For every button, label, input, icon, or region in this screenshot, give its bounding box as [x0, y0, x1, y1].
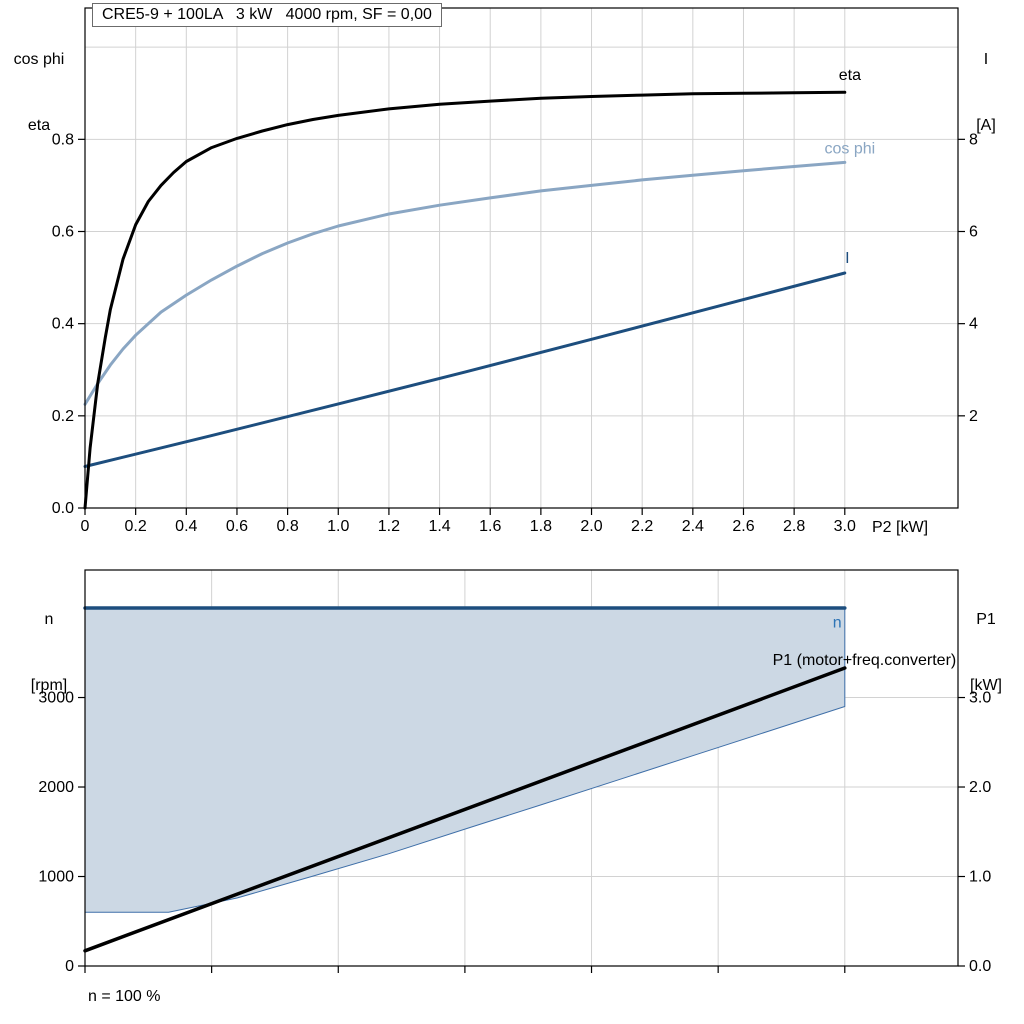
- x-tick-label: 1.2: [378, 518, 400, 535]
- top-chart: 0 0.2 0.4 0.6 0.8 1.0 1.2 1.4 1.6 1.8 2.0 2.2 2.4 2.6…: [52, 7, 978, 535]
- x-tick-label: 0: [81, 518, 90, 535]
- series-eta: [83, 90, 847, 510]
- series-p1: [83, 666, 847, 953]
- curve-label-eta: eta: [839, 67, 861, 84]
- x-tick-label: 1.4: [428, 518, 450, 535]
- x-axis-label: P2 [kW]: [872, 519, 929, 536]
- speed-caption: n = 100 %: [88, 988, 161, 1005]
- y-right-tick-label: 2: [969, 408, 978, 425]
- x-tick-label: 0.4: [175, 518, 197, 535]
- bottom-chart: 0 1000 2000 3000 0.0 1.0 2.0 3.0 n P1 (motor+freq…: [38, 569, 991, 975]
- x-tick-label: 2.8: [783, 518, 805, 535]
- chart-title: CRE5-9 + 100LA 3 kW 4000 rpm, SF = 0,00: [92, 3, 442, 27]
- y-left-tick-label: 1000: [38, 869, 74, 886]
- y-right-tick-label: 0.0: [969, 958, 991, 975]
- top-right-axis-label: I [A]: [952, 5, 1020, 159]
- curve-label-n: n: [833, 614, 842, 631]
- x-tick-label: 3.0: [834, 518, 856, 535]
- curve-label-cos-phi: cos phi: [825, 141, 876, 158]
- y-left-tick-label: 0.0: [52, 500, 74, 517]
- x-tick-label: 0.6: [226, 518, 248, 535]
- bottom-right-axis-label: P1 [kW]: [952, 565, 1020, 719]
- bottom-left-axis-label: n [rpm]: [14, 565, 84, 719]
- ampere-unit-label: [A]: [976, 117, 996, 134]
- cos-phi-axis-label: cos phi: [13, 51, 65, 68]
- y-right-tick-label: 2.0: [969, 779, 991, 796]
- x-tick-label: 1.6: [479, 518, 501, 535]
- eta-axis-label: eta: [27, 117, 51, 134]
- y-right-tick-label: 8: [969, 131, 978, 148]
- y-left-tick-label: 0.4: [52, 316, 74, 333]
- y-right-tick-label: 6: [969, 224, 978, 241]
- y-left-tick-label: 3000: [38, 690, 74, 707]
- y-left-tick-label: 0.6: [52, 224, 74, 241]
- plot-frame: [84, 7, 959, 509]
- kw-unit-label: [kW]: [970, 677, 1002, 694]
- speed-axis-label: n: [44, 611, 54, 628]
- rpm-unit-label: [rpm]: [30, 677, 68, 694]
- x-tick-label: 2.0: [580, 518, 602, 535]
- y-left-tick-label: 0: [65, 958, 74, 975]
- x-tick-label: 1.8: [530, 518, 552, 535]
- y-left-tick-label: 0.2: [52, 408, 74, 425]
- y-right-tick-label: 3.0: [969, 690, 991, 707]
- y-left-tick-label: 0.8: [52, 131, 74, 148]
- x-tick-label: 0.8: [276, 518, 298, 535]
- x-tick-label: 2.6: [732, 518, 754, 535]
- series-current: [83, 271, 847, 468]
- series-cos-phi: [83, 160, 847, 406]
- current-axis-label: I: [983, 51, 989, 68]
- series-speed-range-region: [84, 607, 846, 913]
- curve-label-p1: P1 (motor+freq.converter): [773, 652, 957, 669]
- y-right-tick-label: 4: [969, 316, 978, 333]
- top-left-axis-label: cos phi eta: [0, 5, 78, 159]
- y-right-tick-label: 1.0: [969, 869, 991, 886]
- y-left-tick-label: 2000: [38, 779, 74, 796]
- curve-label-current: I: [845, 250, 849, 267]
- p1-axis-label: P1: [976, 611, 996, 628]
- x-tick-label: 2.2: [631, 518, 653, 535]
- x-tick-label: 1.0: [327, 518, 349, 535]
- x-tick-label: 2.4: [682, 518, 704, 535]
- x-tick-label: 0.2: [125, 518, 147, 535]
- plot-frame: [84, 569, 959, 967]
